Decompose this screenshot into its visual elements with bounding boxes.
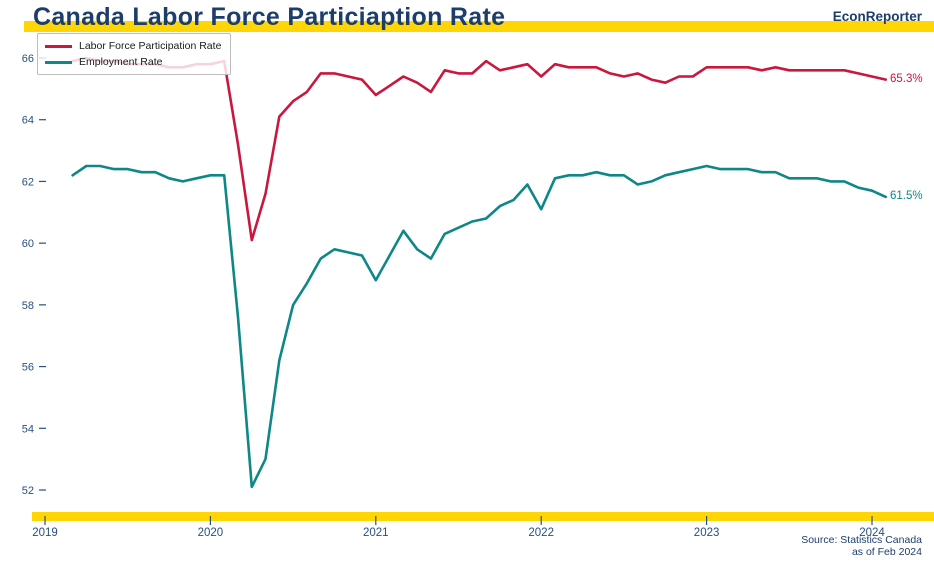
brand-logo: EconReporter — [832, 9, 922, 24]
y-tick-label: 56 — [22, 362, 34, 374]
employment-line-swatch-icon — [45, 60, 72, 64]
y-tick-label: 66 — [22, 53, 34, 65]
lfpr-end-value-label: 65.3% — [890, 72, 923, 85]
footer-accent-bar — [32, 512, 934, 521]
y-tick-label: 52 — [22, 485, 34, 497]
lfpr-line — [71, 56, 888, 242]
source-line-2: as of Feb 2024 — [851, 546, 922, 558]
y-tick-label: 60 — [22, 238, 34, 250]
chart-legend: Labor Force Participation Rate Employmen… — [37, 33, 232, 75]
employment-line — [71, 164, 888, 489]
y-tick-label: 54 — [22, 423, 34, 435]
x-tick-label: 2022 — [528, 527, 554, 539]
source-line-1: Source: Statistics Canada — [801, 534, 922, 546]
lfpr-line-swatch-icon — [45, 44, 72, 48]
page-title: Canada Labor Force Particiaption Rate — [33, 3, 506, 31]
x-tick-label: 2019 — [32, 527, 58, 539]
legend-label-lfpr: Labor Force Participation Rate — [79, 40, 222, 52]
legend-item-lfpr: Labor Force Participation Rate — [45, 38, 221, 54]
header-accent-bar — [24, 21, 934, 32]
y-tick-label: 62 — [22, 176, 34, 188]
x-tick-label: 2021 — [363, 527, 389, 539]
legend-label-employment: Employment Rate — [79, 56, 163, 68]
x-tick-label: 2020 — [198, 527, 224, 539]
legend-item-employment: Employment Rate — [45, 54, 221, 70]
y-tick-label: 58 — [22, 300, 34, 312]
y-tick-label: 64 — [22, 115, 34, 127]
x-tick-label: 2024 — [859, 527, 885, 539]
x-tick-label: 2023 — [694, 527, 720, 539]
employment-end-value-label: 61.5% — [890, 189, 923, 202]
source-note: Source: Statistics Canada as of Feb 2024 — [801, 534, 922, 558]
